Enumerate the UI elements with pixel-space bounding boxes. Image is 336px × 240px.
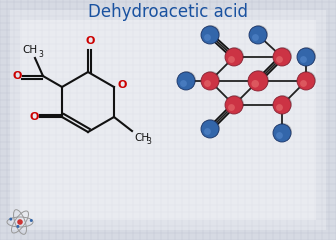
Circle shape xyxy=(16,225,19,228)
Circle shape xyxy=(250,25,268,43)
Circle shape xyxy=(274,95,292,113)
Circle shape xyxy=(276,132,283,139)
Circle shape xyxy=(201,26,219,44)
Circle shape xyxy=(228,104,235,111)
Circle shape xyxy=(178,71,196,89)
Circle shape xyxy=(300,80,307,87)
Circle shape xyxy=(251,80,259,88)
Circle shape xyxy=(17,219,23,225)
Circle shape xyxy=(273,124,291,142)
Circle shape xyxy=(225,96,243,114)
FancyBboxPatch shape xyxy=(20,20,316,220)
Circle shape xyxy=(300,56,307,63)
Circle shape xyxy=(276,104,283,111)
Circle shape xyxy=(252,34,259,41)
Text: 3: 3 xyxy=(38,50,43,59)
Circle shape xyxy=(228,56,235,63)
Circle shape xyxy=(298,47,316,65)
Circle shape xyxy=(248,71,268,91)
Circle shape xyxy=(249,26,267,44)
Circle shape xyxy=(249,70,269,90)
Circle shape xyxy=(201,120,219,138)
Circle shape xyxy=(180,80,187,87)
Circle shape xyxy=(274,47,292,65)
Circle shape xyxy=(298,71,316,89)
Circle shape xyxy=(226,95,244,113)
Text: CH: CH xyxy=(134,133,149,143)
Circle shape xyxy=(202,119,220,137)
Circle shape xyxy=(204,80,211,87)
Text: O: O xyxy=(118,80,127,90)
Text: O: O xyxy=(29,112,39,122)
Circle shape xyxy=(225,48,243,66)
Circle shape xyxy=(297,48,315,66)
Text: O: O xyxy=(12,71,22,81)
Circle shape xyxy=(30,219,33,222)
Text: CH: CH xyxy=(23,45,38,55)
Circle shape xyxy=(297,72,315,90)
Circle shape xyxy=(226,47,244,65)
Circle shape xyxy=(201,72,219,90)
Circle shape xyxy=(204,128,211,135)
Circle shape xyxy=(202,71,220,89)
Circle shape xyxy=(9,218,12,221)
Text: O: O xyxy=(85,36,95,46)
Circle shape xyxy=(202,25,220,43)
FancyBboxPatch shape xyxy=(10,10,326,230)
Circle shape xyxy=(273,48,291,66)
Circle shape xyxy=(177,72,195,90)
Circle shape xyxy=(274,123,292,141)
Circle shape xyxy=(276,56,283,63)
Text: Dehydroacetic acid: Dehydroacetic acid xyxy=(88,3,248,21)
Circle shape xyxy=(273,96,291,114)
Text: 3: 3 xyxy=(146,137,151,146)
Circle shape xyxy=(204,34,211,41)
